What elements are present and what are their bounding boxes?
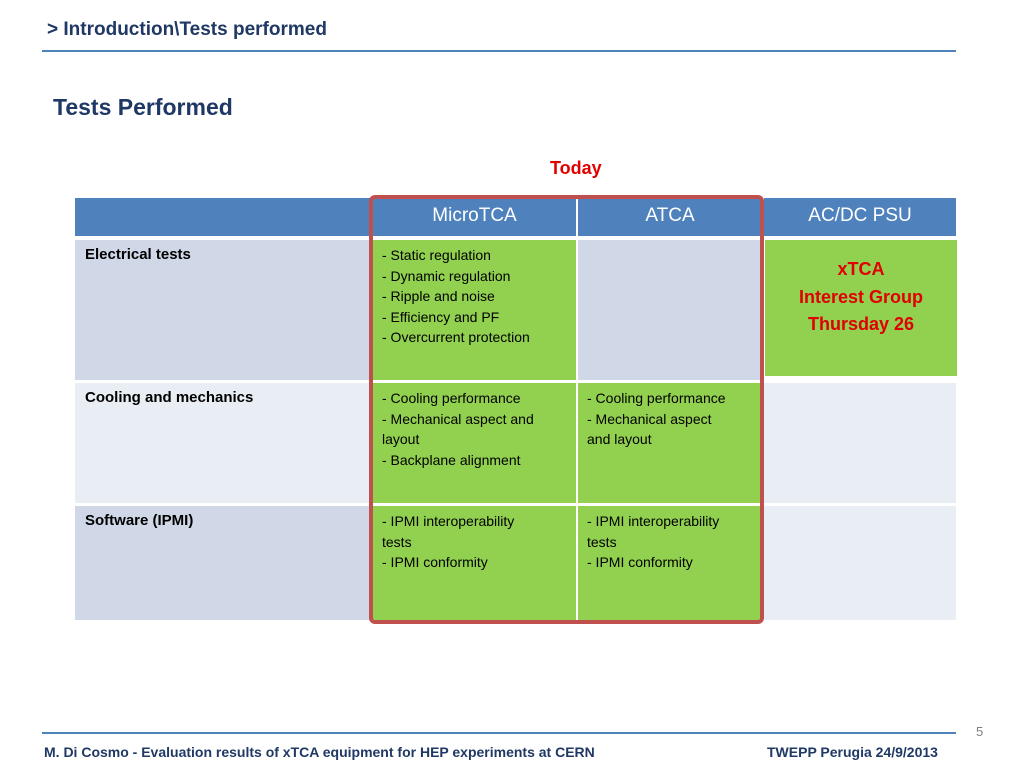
list-item: - Overcurrent protection [382, 329, 530, 345]
footer-event-date: TWEPP Perugia 24/9/2013 [767, 744, 938, 760]
list-item: - Static regulation [382, 247, 491, 263]
header-cell-empty [75, 198, 371, 236]
row-label-software: Software (IPMI) [75, 506, 371, 620]
cell-cooling-atca: - Cooling performance - Mechanical aspec… [578, 383, 762, 503]
row-label-electrical: Electrical tests [75, 240, 371, 380]
cell-electrical-microtca: - Static regulation - Dynamic regulation… [373, 240, 576, 380]
list-item: layout [382, 431, 420, 447]
page-title: Tests Performed [53, 94, 233, 120]
breadcrumb: > Introduction\Tests performed [47, 19, 327, 40]
list-item: - Efficiency and PF [382, 308, 500, 325]
list-item: - IPMI conformity [587, 554, 693, 570]
list-item: - Ripple and noise [382, 288, 495, 304]
list-item: and layout [587, 431, 652, 447]
header-cell-microtca: MicroTCA [373, 198, 576, 236]
callout-line: Thursday 26 [807, 314, 915, 334]
header-cell-acdc-psu: AC/DC PSU [764, 198, 956, 236]
header-divider [42, 50, 956, 52]
list-item: tests [382, 533, 412, 550]
footer-presentation-title: M. Di Cosmo - Evaluation results of xTCA… [44, 744, 595, 760]
list-item: tests [587, 533, 617, 550]
slide-number: 5 [976, 724, 984, 739]
list-item: - Cooling performance [382, 390, 521, 406]
list-item: - Dynamic regulation [382, 267, 511, 284]
cell-software-atca: - IPMI interoperability tests - IPMI con… [578, 506, 762, 620]
list-item: - Backplane alignment [382, 451, 521, 468]
list-item: - Mechanical aspect [587, 410, 712, 427]
header-cell-atca: ATCA [578, 198, 762, 236]
list-item: - Mechanical aspect and [382, 410, 534, 427]
list-item: - IPMI interoperability [382, 513, 515, 529]
today-label: Today [550, 158, 602, 178]
list-item: - IPMI conformity [382, 554, 488, 570]
callout-line: Interest Group [798, 286, 923, 307]
callout-line: xTCA [837, 259, 885, 279]
cell-software-psu [764, 506, 956, 620]
cell-electrical-atca [578, 240, 762, 380]
cell-cooling-microtca: - Cooling performance - Mechanical aspec… [373, 383, 576, 503]
footer-divider [42, 732, 956, 734]
list-item: - IPMI interoperability [587, 513, 720, 529]
cell-cooling-psu [764, 383, 956, 503]
list-item: - Cooling performance [587, 390, 726, 406]
xtca-interest-group-callout: xTCA Interest Group Thursday 26 [765, 240, 957, 376]
cell-software-microtca: - IPMI interoperability tests - IPMI con… [373, 506, 576, 620]
row-label-cooling: Cooling and mechanics [75, 383, 371, 503]
